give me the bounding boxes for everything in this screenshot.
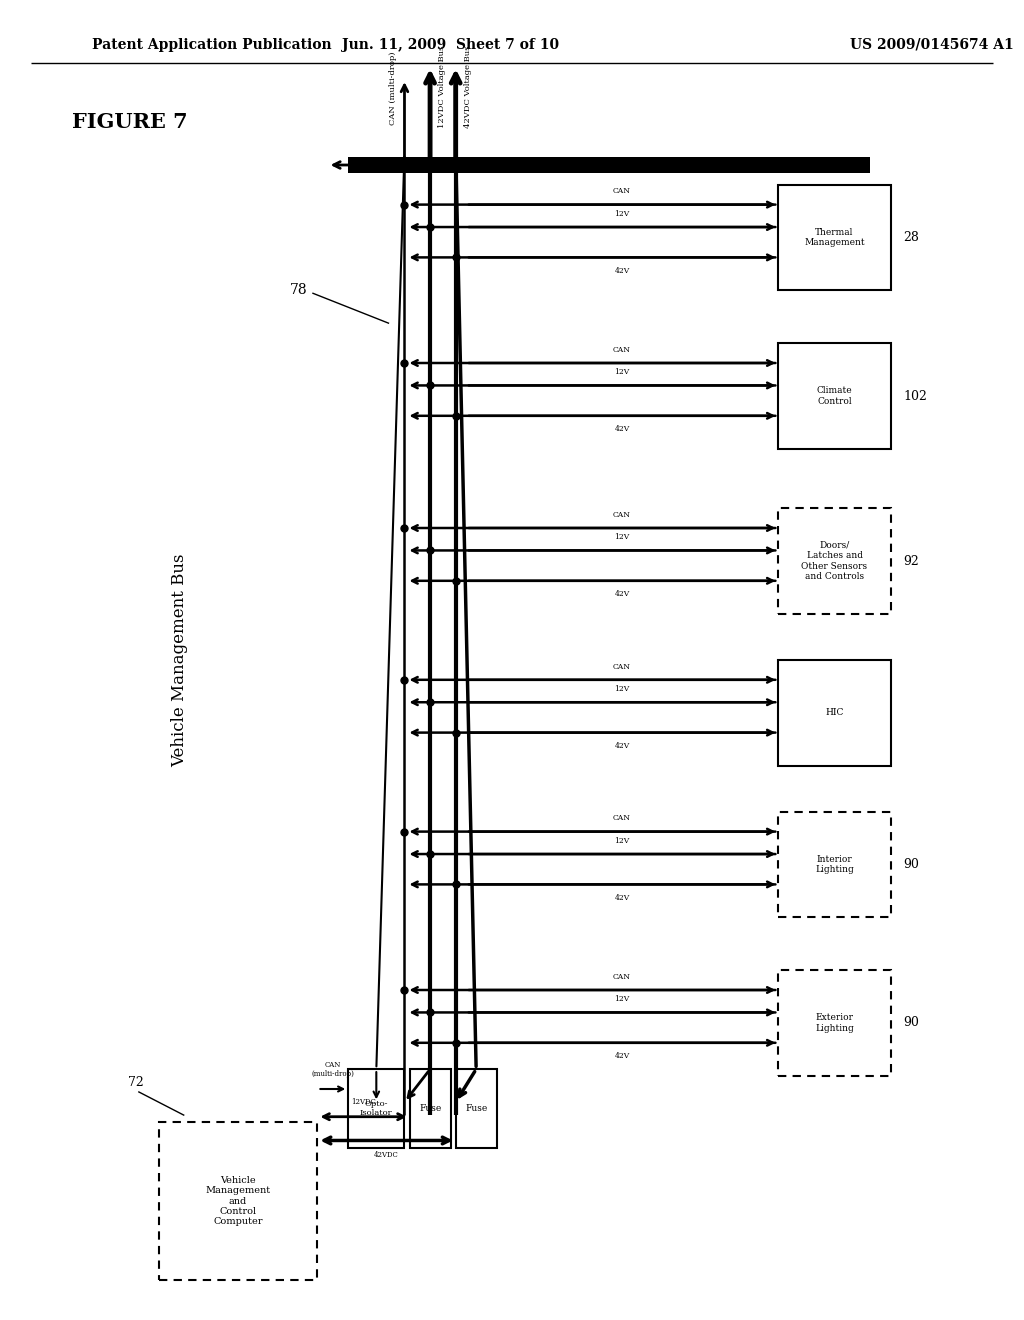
FancyBboxPatch shape bbox=[778, 660, 891, 766]
Text: CAN: CAN bbox=[613, 346, 631, 354]
Text: 42V: 42V bbox=[614, 590, 630, 598]
Text: Exterior
Lighting: Exterior Lighting bbox=[815, 1014, 854, 1032]
Text: Vehicle
Management
and
Control
Computer: Vehicle Management and Control Computer bbox=[206, 1176, 270, 1226]
Text: 42V: 42V bbox=[614, 894, 630, 902]
Text: HIC: HIC bbox=[825, 709, 844, 717]
Text: 12V: 12V bbox=[614, 533, 630, 541]
Text: 12V: 12V bbox=[614, 995, 630, 1003]
Text: 42V: 42V bbox=[614, 742, 630, 750]
Text: 12V: 12V bbox=[614, 837, 630, 845]
FancyBboxPatch shape bbox=[778, 812, 891, 917]
FancyBboxPatch shape bbox=[348, 157, 870, 173]
Text: CAN: CAN bbox=[613, 973, 631, 981]
Text: 72: 72 bbox=[128, 1076, 143, 1089]
FancyBboxPatch shape bbox=[778, 185, 891, 290]
Text: CAN: CAN bbox=[613, 663, 631, 671]
Text: 78: 78 bbox=[290, 284, 307, 297]
Text: Interior
Lighting: Interior Lighting bbox=[815, 855, 854, 874]
FancyBboxPatch shape bbox=[348, 1069, 404, 1148]
Text: Opto-
Isolator: Opto- Isolator bbox=[360, 1100, 392, 1118]
Text: 42V: 42V bbox=[614, 267, 630, 275]
Text: 42V: 42V bbox=[614, 425, 630, 433]
Text: 102: 102 bbox=[903, 389, 927, 403]
Text: 42V: 42V bbox=[614, 1052, 630, 1060]
Text: 42VDC Voltage Bus: 42VDC Voltage Bus bbox=[464, 46, 472, 128]
FancyBboxPatch shape bbox=[456, 1069, 497, 1148]
FancyBboxPatch shape bbox=[778, 508, 891, 614]
Text: Fuse: Fuse bbox=[465, 1105, 487, 1113]
Text: Doors/
Latches and
Other Sensors
and Controls: Doors/ Latches and Other Sensors and Con… bbox=[802, 541, 867, 581]
Text: CAN: CAN bbox=[613, 814, 631, 822]
Text: 90: 90 bbox=[903, 858, 920, 871]
Text: Fuse: Fuse bbox=[419, 1105, 441, 1113]
Text: CAN: CAN bbox=[613, 187, 631, 195]
Text: 12VDC: 12VDC bbox=[351, 1098, 376, 1106]
Text: Patent Application Publication: Patent Application Publication bbox=[92, 38, 332, 51]
Text: US 2009/0145674 A1: US 2009/0145674 A1 bbox=[850, 38, 1014, 51]
Text: Jun. 11, 2009  Sheet 7 of 10: Jun. 11, 2009 Sheet 7 of 10 bbox=[342, 38, 559, 51]
Text: 12VDC Voltage Bus: 12VDC Voltage Bus bbox=[438, 46, 446, 128]
Text: FIGURE 7: FIGURE 7 bbox=[72, 112, 187, 132]
Text: CAN
(multi-drop): CAN (multi-drop) bbox=[311, 1061, 354, 1078]
Text: 12V: 12V bbox=[614, 210, 630, 218]
FancyBboxPatch shape bbox=[778, 343, 891, 449]
Text: 12V: 12V bbox=[614, 368, 630, 376]
Text: CAN: CAN bbox=[613, 511, 631, 519]
Text: 92: 92 bbox=[903, 554, 919, 568]
Text: 42VDC: 42VDC bbox=[374, 1151, 399, 1159]
FancyBboxPatch shape bbox=[778, 970, 891, 1076]
FancyBboxPatch shape bbox=[410, 1069, 451, 1148]
Text: Thermal
Management: Thermal Management bbox=[804, 228, 865, 247]
Text: Vehicle Management Bus: Vehicle Management Bus bbox=[171, 553, 187, 767]
Text: 90: 90 bbox=[903, 1016, 920, 1030]
Text: CAN (multi-drop): CAN (multi-drop) bbox=[389, 51, 397, 125]
FancyBboxPatch shape bbox=[159, 1122, 317, 1280]
Text: 28: 28 bbox=[903, 231, 920, 244]
Text: 12V: 12V bbox=[614, 685, 630, 693]
Text: Climate
Control: Climate Control bbox=[817, 387, 852, 405]
